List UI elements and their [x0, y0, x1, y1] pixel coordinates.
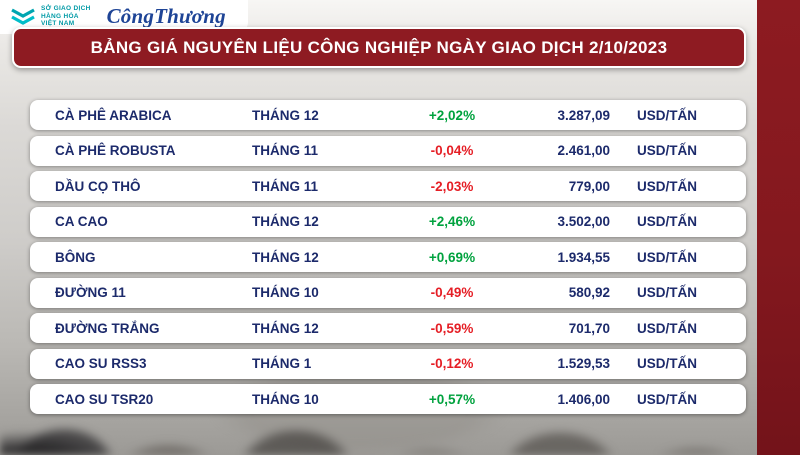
table-row: CÀ PHÊ ARABICA THÁNG 12 +2,02% 3.287,09 … — [30, 100, 746, 130]
commodity-name: CÀ PHÊ ARABICA — [55, 107, 172, 123]
price-value: 1.529,53 — [557, 356, 610, 371]
table-row: CÀ PHÊ ROBUSTA THÁNG 11 -0,04% 2.461,00 … — [30, 135, 746, 166]
contract-month: THÁNG 12 — [252, 320, 319, 336]
contract-month: THÁNG 1 — [252, 356, 312, 371]
commodity-name: ĐƯỜNG TRẮNG — [55, 320, 160, 336]
price-unit: USD/TẤN — [637, 356, 697, 371]
table-row: ĐƯỜNG 11 THÁNG 10 -0,49% 580,92 USD/TẤN — [30, 277, 746, 308]
price-unit: USD/TẤN — [637, 143, 697, 158]
table-row: CA CAO THÁNG 12 +2,46% 3.502,00 USD/TẤN — [30, 206, 746, 237]
price-table: CÀ PHÊ ARABICA THÁNG 12 +2,02% 3.287,09 … — [30, 100, 746, 420]
change-percent: -0,49% — [430, 285, 474, 300]
mxv-logo-line: SỞ GIAO DỊCH — [41, 5, 91, 13]
change-percent: +2,02% — [428, 107, 476, 123]
price-unit: USD/TẤN — [637, 178, 697, 194]
table-row: ĐƯỜNG TRẮNG THÁNG 12 -0,59% 701,70 USD/T… — [30, 313, 746, 343]
price-unit: USD/TẤN — [637, 214, 697, 229]
price-value: 3.287,09 — [557, 107, 610, 123]
title-banner: BẢNG GIÁ NGUYÊN LIỆU CÔNG NGHIỆP NGÀY GI… — [12, 27, 746, 68]
change-percent: -0,04% — [430, 143, 474, 158]
change-percent: +0,57% — [428, 391, 476, 407]
price-unit: USD/TẤN — [637, 285, 697, 300]
commodity-name: CÀ PHÊ ROBUSTA — [55, 143, 176, 158]
contract-month: THÁNG 11 — [252, 143, 319, 158]
price-unit: USD/TẤN — [637, 320, 697, 336]
price-unit: USD/TẤN — [637, 391, 697, 407]
price-unit: USD/TẤN — [637, 249, 697, 265]
price-value: 580,92 — [568, 285, 610, 300]
page-title: BẢNG GIÁ NGUYÊN LIỆU CÔNG NGHIỆP NGÀY GI… — [90, 37, 668, 57]
mxv-logo-icon — [11, 8, 35, 25]
change-percent: +2,46% — [428, 214, 476, 229]
price-unit: USD/TẤN — [637, 107, 697, 123]
price-value: 1.934,55 — [557, 249, 610, 265]
right-red-bar — [757, 0, 800, 455]
change-percent: -2,03% — [430, 178, 474, 194]
commodity-name: BÔNG — [55, 249, 96, 265]
commodity-name: ĐƯỜNG 11 — [55, 285, 126, 300]
commodity-name: DẦU CỌ THÔ — [55, 178, 141, 194]
mxv-logo-text: SỞ GIAO DỊCH HÀNG HÓA VIỆT NAM — [41, 5, 91, 28]
contract-month: THÁNG 12 — [252, 214, 319, 229]
contract-month: THÁNG 12 — [252, 107, 319, 123]
price-value: 779,00 — [568, 178, 610, 194]
mxv-logo: SỞ GIAO DỊCH HÀNG HÓA VIỆT NAM — [10, 5, 91, 28]
contract-month: THÁNG 10 — [252, 285, 319, 300]
change-percent: +0,69% — [428, 249, 476, 265]
table-row: CAO SU TSR20 THÁNG 10 +0,57% 1.406,00 US… — [30, 384, 746, 414]
price-value: 2.461,00 — [557, 143, 610, 158]
table-row: CAO SU RSS3 THÁNG 1 -0,12% 1.529,53 USD/… — [30, 348, 746, 379]
price-value: 1.406,00 — [557, 391, 610, 407]
contract-month: THÁNG 10 — [252, 391, 319, 407]
contract-month: THÁNG 12 — [252, 249, 319, 265]
commodity-name: CA CAO — [55, 214, 108, 229]
contract-month: THÁNG 11 — [252, 178, 319, 194]
price-value: 701,70 — [568, 320, 610, 336]
change-percent: -0,12% — [430, 356, 474, 371]
price-value: 3.502,00 — [557, 214, 610, 229]
table-row: BÔNG THÁNG 12 +0,69% 1.934,55 USD/TẤN — [30, 242, 746, 272]
congthuong-logo: CôngThương — [106, 4, 226, 28]
table-row: DẦU CỌ THÔ THÁNG 11 -2,03% 779,00 USD/TẤ… — [30, 171, 746, 201]
commodity-name: CAO SU RSS3 — [55, 356, 147, 371]
mxv-logo-line: HÀNG HÓA — [41, 12, 79, 20]
change-percent: -0,59% — [430, 320, 474, 336]
mxv-logo-line: VIỆT NAM — [41, 20, 75, 28]
commodity-name: CAO SU TSR20 — [55, 391, 154, 407]
